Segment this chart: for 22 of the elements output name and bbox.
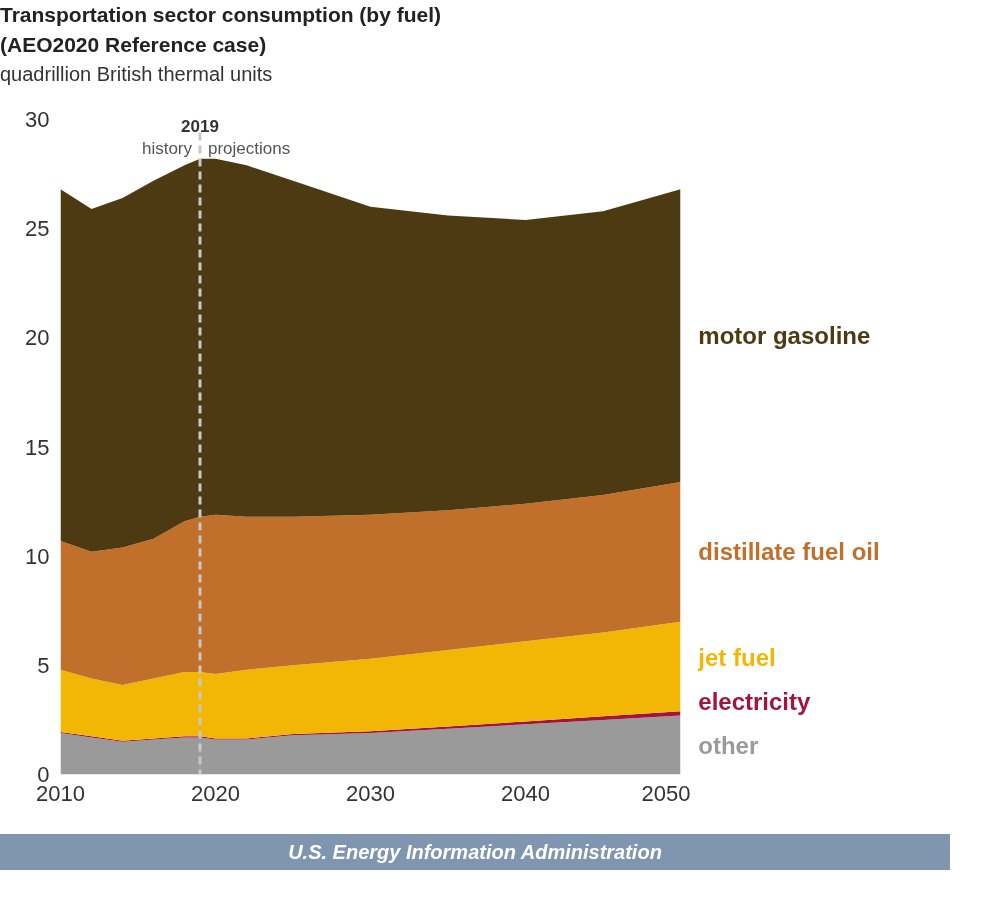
y-tick-label: 30 (25, 106, 50, 132)
ref-line-label: 2019 (181, 116, 219, 136)
x-tick-label: 2020 (191, 780, 240, 806)
chart-subtitle: quadrillion British thermal units (0, 62, 273, 87)
y-tick-label: 20 (25, 324, 50, 350)
series-label: electricity (698, 687, 812, 715)
series-label: motor gasoline (698, 321, 871, 349)
series-label: jet fuel (697, 643, 776, 671)
annotation: projections (208, 138, 291, 158)
series-label: other (698, 731, 759, 759)
y-tick-label: 5 (37, 652, 50, 678)
chart-title: Transportation sector consumption (by fuel) (AEO2020 Reference case) (0, 2, 442, 58)
x-tick-label: 2050 (641, 780, 691, 806)
text: U.S. Energy Information Administration (288, 839, 662, 865)
series-label: distillate fuel oil (698, 537, 880, 565)
x-tick-label: 2040 (501, 780, 550, 806)
y-tick-label: 25 (25, 215, 50, 241)
annotation: history (141, 138, 193, 158)
y-tick-label: 0 (37, 761, 50, 787)
y-tick-label: 10 (25, 543, 50, 569)
x-tick-label: 2030 (346, 780, 395, 806)
y-tick-label: 15 (25, 434, 50, 460)
